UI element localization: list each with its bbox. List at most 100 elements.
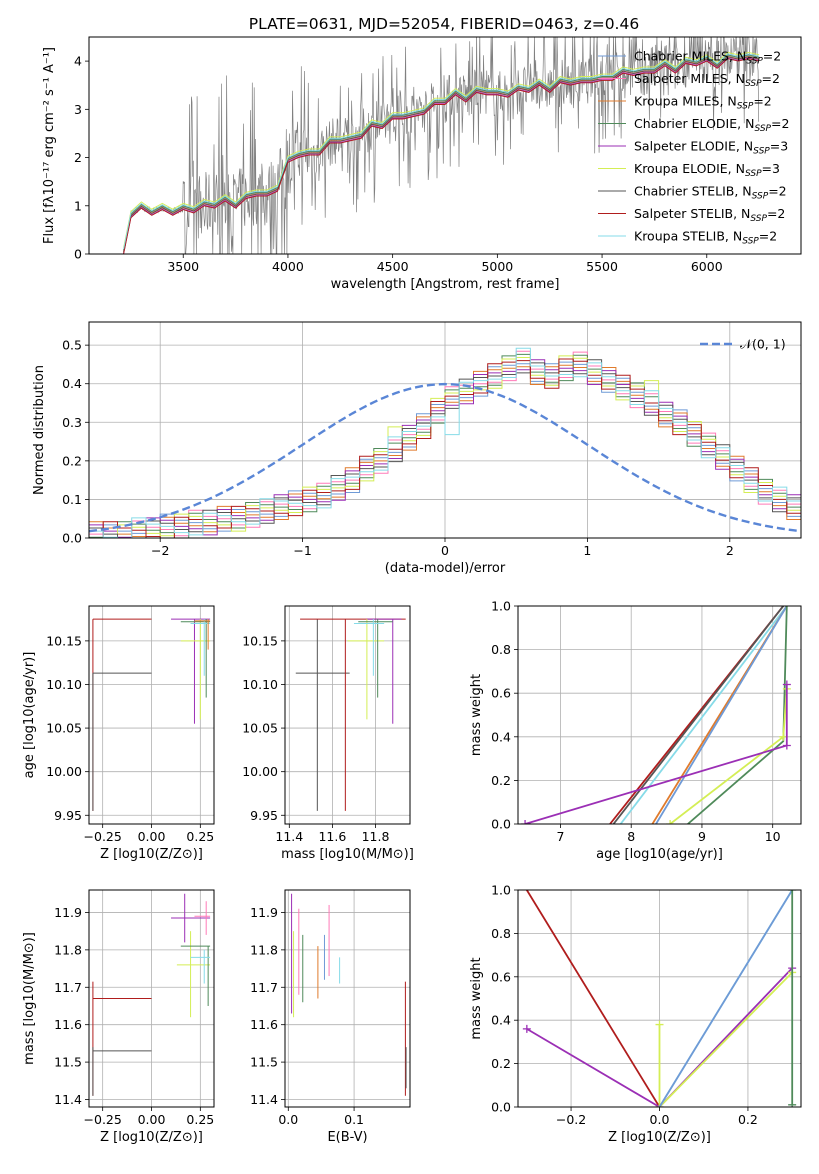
spectrum-model-line-8 (123, 53, 760, 250)
legend-label-3: Chabrier ELODIE, NSSP=2 (634, 116, 789, 134)
age-vs-mass-ytick-label: 10.15 (242, 633, 278, 648)
spectrum-ytick-label: 4 (74, 54, 82, 69)
massweight-vs-age-ytick-label: 0.6 (491, 686, 511, 701)
age-vs-Z-ytick-label: 9.95 (54, 808, 82, 823)
spectrum-xtick-label: 3500 (167, 259, 199, 274)
age-vs-mass-xtick-label: 11.8 (362, 829, 390, 844)
massweight-vs-Z-xlabel: Z [log10(Z/Z⊙)] (608, 1130, 711, 1145)
mw-Z-kroupa-elodie-marker-0 (655, 1020, 664, 1029)
age-vs-Z-xtick-label: 0.00 (138, 829, 166, 844)
mass-vs-Z-frame (88, 889, 215, 1108)
residuals-xtick-label: −1 (293, 543, 311, 558)
spectrum-axes: 3500 4000 4500 5000 5500 6000 0 1 2 3 4 wavelength … (42, 36, 802, 292)
mass-vs-Z-ytick-label: 11.7 (54, 980, 82, 995)
massweight-vs-age-xlabel: age [log10(age/yr)] (596, 847, 723, 862)
age-vs-mass-xlabel: mass [log10(M/M⊙)] (281, 847, 414, 862)
massweight-vs-age-ytick-label: 0.4 (491, 729, 511, 744)
residuals-xtick-label: 1 (583, 543, 591, 558)
mass-vs-Z-xlabel: Z [log10(Z/Z⊙)] (100, 1130, 203, 1145)
spectrum-model-line-7 (123, 58, 760, 254)
legend-label-0: Chabrier MILES, NSSP=2 (634, 49, 781, 67)
massweight-vs-Z-ytick-label: 0.4 (491, 1013, 511, 1028)
age-vs-mass-plot-area (285, 606, 410, 824)
age-vs-mass-axes: 11.4 11.6 11.8 9.95 10.00 10.05 10.10 10.15 mass… (242, 605, 414, 862)
mw-age-chabrier-elodie (687, 606, 788, 824)
legend-label-5: Kroupa ELODIE, NSSP=3 (634, 161, 780, 179)
mw-age-chabrier-miles (655, 606, 788, 824)
spectrum-xtick-label: 6000 (691, 259, 723, 274)
age-vs-mass-xtick-label: 11.4 (275, 829, 303, 844)
massweight-vs-age-xtick-label: 8 (627, 829, 635, 844)
mw-Z-kroupa-elodie-marker-1 (655, 1103, 664, 1107)
massweight-vs-age-ytick-label: 0.8 (491, 642, 511, 657)
spectrum-model-line-5 (123, 51, 760, 248)
mw-age-salpeter-elodie-marker-0 (521, 820, 530, 824)
spectrum-ytick-label: 3 (74, 102, 82, 117)
massweight-vs-age-xtick-label: 9 (698, 829, 706, 844)
residuals-ytick-label: 0.3 (62, 415, 82, 430)
massweight-vs-age-xtick-label: 7 (556, 829, 564, 844)
spectrum-xtick-label: 5500 (586, 259, 618, 274)
age-vs-Z-axes: −0.25 0.00 0.25 9.95 10.00 10.05 10.10 10.15 Z [… (22, 605, 215, 862)
mw-Z-chabrier-miles (658, 890, 793, 1107)
age-vs-Z-ytick-label: 10.15 (46, 633, 82, 648)
massweight-vs-age-plot-area (518, 606, 801, 824)
mw-Z-kroupa-elodie (658, 971, 793, 1107)
mw-age-salpeter-elodie-marker-1 (782, 741, 791, 750)
residuals-ylabel: Normed distribution (32, 365, 47, 495)
residuals-ytick-label: 0.2 (62, 453, 82, 468)
residuals-ytick-label: 0.1 (62, 492, 82, 507)
massweight-vs-Z-ytick-label: 0.2 (491, 1056, 511, 1071)
gaussian-reference-line (89, 382, 801, 533)
legend-label-8: Kroupa STELIB, NSSP=2 (634, 229, 777, 247)
mass-vs-EBV-ytick-label: 11.4 (250, 1092, 278, 1107)
mw-Z-chabrier-elodie-marker-0 (788, 1100, 797, 1107)
mass-vs-EBV-frame (284, 889, 411, 1108)
mass-vs-EBV-ytick-label: 11.8 (250, 942, 278, 957)
age-vs-mass-ytick-label: 10.05 (242, 721, 278, 736)
age-vs-Z-plot-area (89, 606, 214, 824)
residuals-xtick-label: 0 (441, 543, 449, 558)
figure-title: PLATE=0631, MJD=52054, FIBERID=0463, z=0… (249, 15, 639, 33)
massweight-vs-Z-ytick-label: 1.0 (491, 883, 511, 898)
mass-vs-Z-ytick-label: 11.8 (54, 942, 82, 957)
mw-Z-salpeter-elodie-marker-0 (522, 1024, 531, 1033)
mass-vs-EBV-plot-area (285, 890, 410, 1107)
mass-vs-EBV-xtick-label: 0.0 (278, 1112, 298, 1127)
spectrum-model-line-6 (123, 56, 760, 253)
mass-vs-Z-ytick-label: 11.5 (54, 1055, 82, 1070)
age-vs-Z-xtick-label: 0.25 (186, 829, 214, 844)
mw-age-kroupa-elodie-marker-0 (666, 820, 675, 824)
age-vs-mass-xtick-label: 11.6 (318, 829, 346, 844)
residuals-plot-area (89, 322, 801, 538)
residuals-ytick-label: 0.0 (62, 531, 82, 546)
mass-vs-EBV-xlabel: E(B-V) (327, 1130, 367, 1145)
age-vs-mass-ytick-label: 9.95 (250, 808, 278, 823)
spectrum-xtick-label: 4000 (272, 259, 304, 274)
mass-vs-EBV-ytick-label: 11.9 (250, 905, 278, 920)
residuals-frame (88, 321, 802, 539)
mass-vs-Z-axes: −0.25 0.00 0.25 11.4 11.5 11.6 11.7 11.8 11.9 Z [… (22, 889, 215, 1145)
mass-vs-Z-xtick-label: −0.25 (84, 1112, 122, 1127)
spectrum-ytick-label: 1 (74, 198, 82, 213)
spectrum-ytick-label: 0 (74, 247, 82, 262)
residuals-xlabel: (data-model)/error (385, 561, 506, 576)
age-vs-mass-frame (284, 605, 411, 825)
legend-label-1: Salpeter MILES, NSSP=2 (634, 71, 780, 89)
residuals-xtick-label: 2 (726, 543, 734, 558)
residuals-ytick-label: 0.5 (62, 338, 82, 353)
residual-histogram-5 (89, 355, 801, 538)
residual-histogram-7 (89, 358, 801, 538)
spectrum-xtick-label: 4500 (377, 259, 409, 274)
residuals-xtick-label: −2 (151, 543, 169, 558)
spectrum-ytick-label: 2 (74, 150, 82, 165)
mw-Z-chabrier-elodie-marker-1 (788, 890, 797, 894)
age-vs-Z-ylabel: age [log10(age/yr)] (22, 652, 37, 779)
massweight-vs-Z-plot-area (518, 890, 801, 1107)
massweight-vs-Z-ytick-label: 0.0 (491, 1100, 511, 1115)
spectrum-observed-line (123, 37, 760, 254)
residuals-ytick-label: 0.4 (62, 376, 82, 391)
massweight-vs-Z-axes: −0.2 0.0 0.2 0.0 0.2 0.4 0.6 0.8 1.0 Z [log10(Z/Z… (469, 883, 802, 1145)
age-vs-Z-ytick-label: 10.00 (46, 764, 82, 779)
